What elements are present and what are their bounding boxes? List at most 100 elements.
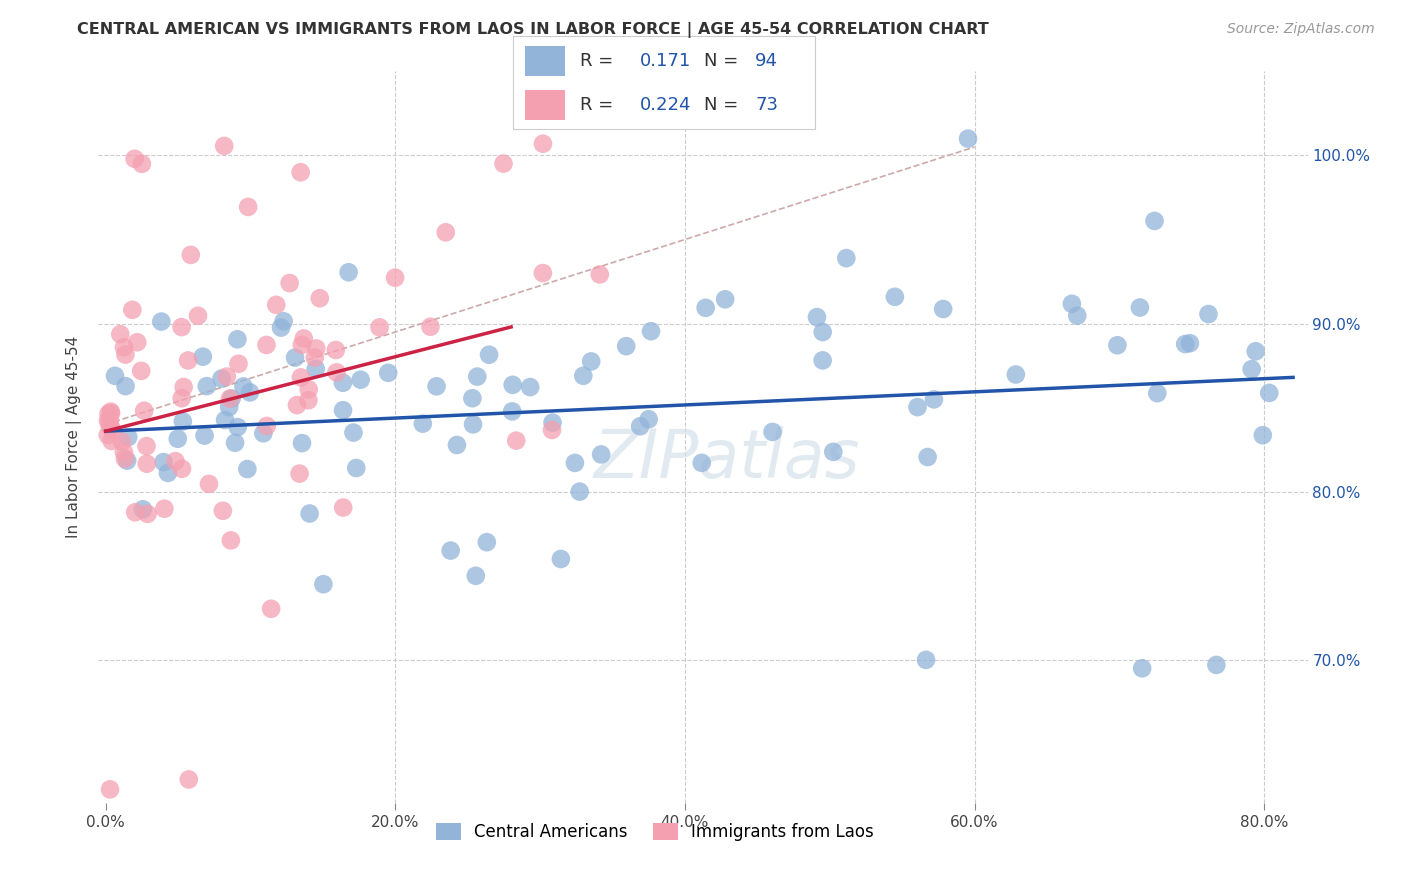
Point [292,331,315,345]
Point [101,422,124,436]
Point [226,420,249,434]
Point [290,370,312,384]
Point [915,653,938,667]
Text: ZIPatlas: ZIPatlas [593,426,860,492]
Point [1130,661,1153,675]
Point [212,139,235,153]
Point [129,364,152,378]
Point [100,406,122,420]
Point [564,456,586,470]
Point [256,418,278,433]
Point [835,251,858,265]
Point [922,392,945,407]
Point [284,351,307,365]
Point [219,533,242,548]
Point [304,351,326,365]
Point [628,419,651,434]
Point [714,293,737,307]
Point [501,404,523,418]
Point [572,368,595,383]
Point [173,380,195,394]
Point [156,466,179,480]
Point [218,400,240,414]
Point [568,484,591,499]
Point [1240,362,1263,376]
Text: 73: 73 [755,96,778,114]
Point [264,298,287,312]
Point [221,392,243,406]
Point [1143,214,1166,228]
Point [124,152,146,166]
Point [236,200,259,214]
Point [124,505,146,519]
Point [695,301,717,315]
Point [117,430,139,444]
Point [97,428,120,442]
Point [121,302,143,317]
Legend: Central Americans, Immigrants from Laos: Central Americans, Immigrants from Laos [427,814,882,849]
Point [177,772,200,787]
Point [1251,428,1274,442]
Point [297,393,319,408]
Point [917,450,939,464]
Point [531,266,554,280]
Point [541,416,564,430]
Point [519,380,541,394]
Point [461,417,484,432]
Point [290,165,312,179]
Point [214,413,236,427]
Point [177,353,200,368]
Point [165,454,187,468]
Y-axis label: In Labor Force | Age 45-54: In Labor Force | Age 45-54 [66,336,83,538]
Point [308,291,330,305]
Point [153,501,176,516]
Point [823,445,845,459]
Text: Source: ZipAtlas.com: Source: ZipAtlas.com [1227,22,1375,37]
Point [291,436,314,450]
Point [325,343,347,357]
Point [332,376,354,390]
Point [1060,297,1083,311]
Point [342,425,364,440]
Point [637,412,659,426]
Point [907,400,929,414]
Point [305,362,328,376]
Point [134,403,156,417]
Point [228,357,250,371]
Point [1244,344,1267,359]
Point [114,379,136,393]
Point [98,414,121,428]
Point [132,502,155,516]
Point [614,339,637,353]
Point [377,366,399,380]
Point [690,456,713,470]
Point [193,428,215,442]
Point [232,379,254,393]
Point [187,309,209,323]
Point [170,462,193,476]
Point [127,335,149,350]
Point [288,467,311,481]
Point [252,426,274,441]
Point [332,500,354,515]
Point [97,407,120,421]
Point [305,342,328,356]
Point [1146,386,1168,401]
Point [1129,301,1152,315]
Point [150,315,173,329]
Point [531,136,554,151]
Point [344,461,367,475]
Point [191,350,214,364]
Point [505,434,527,448]
Point [1258,385,1281,400]
Point [170,391,193,405]
Point [1198,307,1220,321]
Point [180,248,202,262]
Point [114,451,136,466]
Point [219,392,242,406]
Text: 94: 94 [755,52,778,70]
Point [806,310,828,324]
Text: N =: N = [703,52,738,70]
Point [298,507,321,521]
Point [461,391,484,405]
